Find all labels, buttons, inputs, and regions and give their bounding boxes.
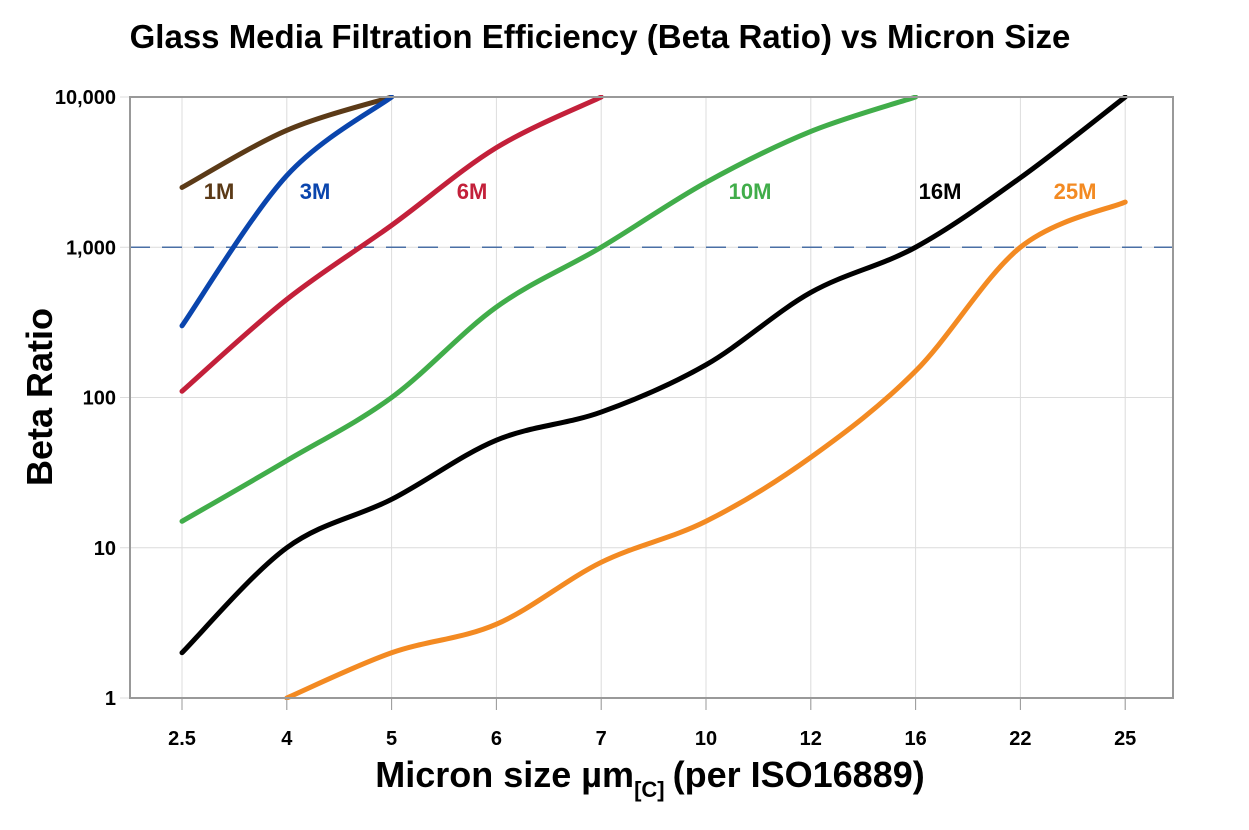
y-tick-label: 100 <box>83 388 116 410</box>
x-axis-label-suffix: (per ISO16889) <box>673 754 925 795</box>
series-label-6M: 6M <box>457 179 488 204</box>
x-axis-label-main: Micron size µm <box>375 754 634 795</box>
x-tick-labels: 2.5 4 5 6 7 10 12 16 22 25 <box>168 728 1136 750</box>
chart-title: Glass Media Filtration Efficiency (Beta … <box>129 18 1071 55</box>
x-axis-label: Micron size µm[C] (per ISO16889) <box>375 754 924 802</box>
x-tick-label: 16 <box>904 728 926 750</box>
x-tick-label: 12 <box>800 728 822 750</box>
series-label-16M: 16M <box>919 179 962 204</box>
series-line-25M <box>284 199 1128 700</box>
x-axis-label-subscript: [C] <box>634 777 665 802</box>
series-lines <box>179 95 1128 700</box>
x-tick-label: 5 <box>386 728 397 750</box>
x-tick-label: 7 <box>596 728 607 750</box>
y-tick-label: 10 <box>94 538 116 560</box>
x-tick-label: 25 <box>1114 728 1136 750</box>
series-label-3M: 3M <box>300 179 331 204</box>
y-tick-label: 1,000 <box>66 237 116 259</box>
series-label-10M: 10M <box>729 179 772 204</box>
x-tick-label: 4 <box>281 728 293 750</box>
series-line-16M <box>179 95 1128 656</box>
series-line-10M <box>179 95 919 524</box>
y-tick-label: 1 <box>105 688 116 710</box>
plot-area-border <box>129 96 1174 699</box>
series-labels: 1M 3M 6M 10M 16M 25M <box>204 179 1097 204</box>
y-tick-labels: 1 10 100 1,000 10,000 <box>55 87 116 710</box>
x-tick-label: 22 <box>1009 728 1031 750</box>
x-tick-label: 10 <box>695 728 717 750</box>
series-label-1M: 1M <box>204 179 235 204</box>
series-label-25M: 25M <box>1054 179 1097 204</box>
y-tick-label: 10,000 <box>55 87 116 109</box>
series-line-3M <box>179 95 395 329</box>
series-line-6M <box>179 95 604 394</box>
plot-frame <box>129 96 1174 710</box>
series-line-1M <box>179 95 395 190</box>
x-tick-label: 6 <box>491 728 502 750</box>
y-axis-label: Beta Ratio <box>19 308 60 486</box>
x-tick-label: 2.5 <box>168 728 196 750</box>
